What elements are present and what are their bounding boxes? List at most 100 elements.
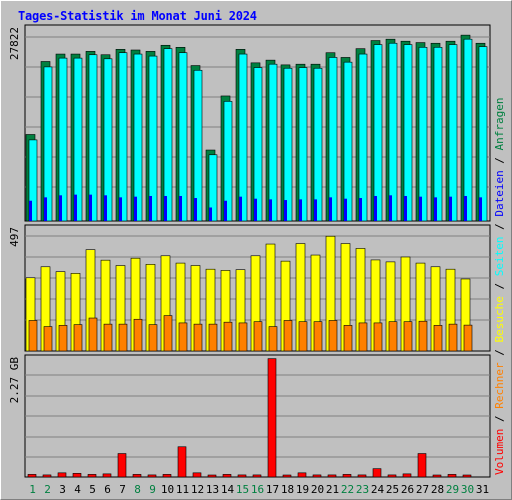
- bar-seiten-day-8: [133, 53, 143, 222]
- side-legend: Volumen / Rechner / Besuche / Seiten / D…: [493, 97, 506, 475]
- bar-volumen-day-22: [342, 474, 352, 478]
- bar-seiten-day-14: [223, 101, 233, 222]
- bar-volumen-day-24: [372, 468, 382, 478]
- bar-volumen-day-14: [222, 474, 232, 478]
- chart-title: Tages-Statistik im Monat Juni 2024: [18, 9, 257, 23]
- legend-part-8: Dateien: [493, 170, 506, 216]
- bar-volumen-day-29: [447, 474, 457, 478]
- bar-rechner-day-7: [118, 323, 128, 352]
- x-tick-label-day-26: 26: [401, 483, 414, 496]
- x-tick-label-day-13: 13: [206, 483, 219, 496]
- x-tick-label-day-15: 15: [236, 483, 249, 496]
- x-tick-label-day-21: 21: [326, 483, 339, 496]
- x-tick-label-day-10: 10: [161, 483, 174, 496]
- legend-part-2: Rechner: [493, 362, 506, 409]
- x-tick-label-day-9: 9: [149, 483, 156, 496]
- bar-rechner-day-21: [328, 320, 338, 352]
- bar-seiten-day-28: [433, 47, 443, 222]
- x-tick-label-day-31: 31: [476, 483, 489, 496]
- bar-rechner-day-6: [103, 323, 113, 352]
- bar-seiten-day-6: [103, 58, 113, 222]
- bar-dateien-day-16: [254, 198, 257, 221]
- bar-volumen-day-16: [252, 474, 262, 478]
- bar-seiten-day-2: [43, 66, 53, 222]
- bar-volumen-day-17: [267, 358, 277, 478]
- bar-rechner-day-27: [418, 320, 428, 352]
- bar-volumen-day-20: [312, 474, 322, 478]
- bar-rechner-day-9: [148, 324, 158, 352]
- bar-volumen-day-3: [57, 472, 67, 478]
- x-tick-label-day-5: 5: [89, 483, 96, 496]
- bar-dateien-day-23: [359, 198, 362, 221]
- bar-dateien-day-14: [224, 200, 227, 221]
- bar-seiten-day-24: [373, 44, 383, 222]
- x-tick-label-day-30: 30: [461, 483, 474, 496]
- bar-volumen-day-18: [282, 474, 292, 478]
- legend-part-1: /: [493, 409, 506, 429]
- bar-dateien-day-20: [314, 199, 317, 221]
- x-tick-label-day-22: 22: [341, 483, 354, 496]
- bar-dateien-day-19: [299, 199, 302, 221]
- bar-volumen-day-5: [87, 474, 97, 478]
- bar-seiten-day-10: [163, 48, 173, 222]
- bar-rechner-day-14: [223, 321, 233, 352]
- bar-dateien-day-9: [149, 195, 152, 221]
- bar-volumen-day-11: [177, 446, 187, 478]
- bar-dateien-day-29: [449, 196, 452, 221]
- bar-seiten-day-30: [463, 38, 473, 222]
- bar-rechner-day-24: [373, 322, 383, 352]
- x-tick-label-day-2: 2: [44, 483, 51, 496]
- bar-dateien-day-26: [404, 195, 407, 221]
- bar-dateien-day-30: [464, 195, 467, 221]
- bar-rechner-day-1: [28, 320, 38, 352]
- x-tick-label-day-17: 17: [266, 483, 279, 496]
- bar-volumen-day-2: [42, 474, 52, 478]
- bar-rechner-day-13: [208, 323, 218, 352]
- bar-seiten-day-29: [448, 44, 458, 222]
- bar-rechner-day-19: [298, 321, 308, 352]
- bar-dateien-day-15: [239, 196, 242, 221]
- bar-seiten-day-26: [403, 44, 413, 222]
- bar-volumen-day-21: [327, 474, 337, 478]
- bar-seiten-day-13: [208, 154, 218, 222]
- bar-volumen-day-27: [417, 453, 427, 478]
- bar-volumen-day-4: [72, 473, 82, 478]
- bar-dateien-day-13: [209, 207, 212, 221]
- bar-volumen-day-26: [402, 473, 412, 478]
- legend-part-4: Besuche: [493, 296, 506, 342]
- x-tick-label-day-7: 7: [119, 483, 126, 496]
- bar-dateien-day-10: [164, 195, 167, 221]
- bar-seiten-day-12: [193, 69, 203, 222]
- bar-rechner-day-12: [193, 323, 203, 352]
- x-tick-label-day-1: 1: [29, 483, 36, 496]
- bar-rechner-day-3: [58, 325, 68, 352]
- bar-dateien-day-22: [344, 198, 347, 221]
- bar-dateien-day-7: [119, 197, 122, 221]
- x-tick-label-day-12: 12: [191, 483, 204, 496]
- bar-dateien-day-5: [89, 194, 92, 221]
- bar-rechner-day-5: [88, 317, 98, 352]
- x-tick-label-day-24: 24: [371, 483, 385, 496]
- bar-dateien-day-25: [389, 195, 392, 221]
- x-tick-label-day-6: 6: [104, 483, 111, 496]
- bar-dateien-day-28: [434, 197, 437, 221]
- x-tick-label-day-16: 16: [251, 483, 264, 496]
- bar-rechner-day-11: [178, 322, 188, 352]
- bar-volumen-day-15: [237, 474, 247, 478]
- bar-volumen-day-28: [432, 474, 442, 478]
- bar-seiten-day-5: [88, 54, 98, 222]
- x-tick-label-day-19: 19: [296, 483, 309, 496]
- bar-rechner-day-16: [253, 321, 263, 352]
- bar-dateien-day-27: [419, 196, 422, 221]
- bar-dateien-day-24: [374, 195, 377, 221]
- x-tick-label-day-20: 20: [311, 483, 324, 496]
- x-tick-label-day-4: 4: [74, 483, 81, 496]
- bar-rechner-day-18: [283, 320, 293, 352]
- bar-volumen-day-25: [387, 474, 397, 478]
- y-axis-max-label: 2.27 GB: [8, 357, 21, 404]
- x-tick-label-day-11: 11: [176, 483, 189, 496]
- bar-volumen-day-8: [132, 474, 142, 478]
- bar-dateien-day-6: [104, 195, 107, 221]
- y-axis-max-label: 497: [8, 227, 21, 247]
